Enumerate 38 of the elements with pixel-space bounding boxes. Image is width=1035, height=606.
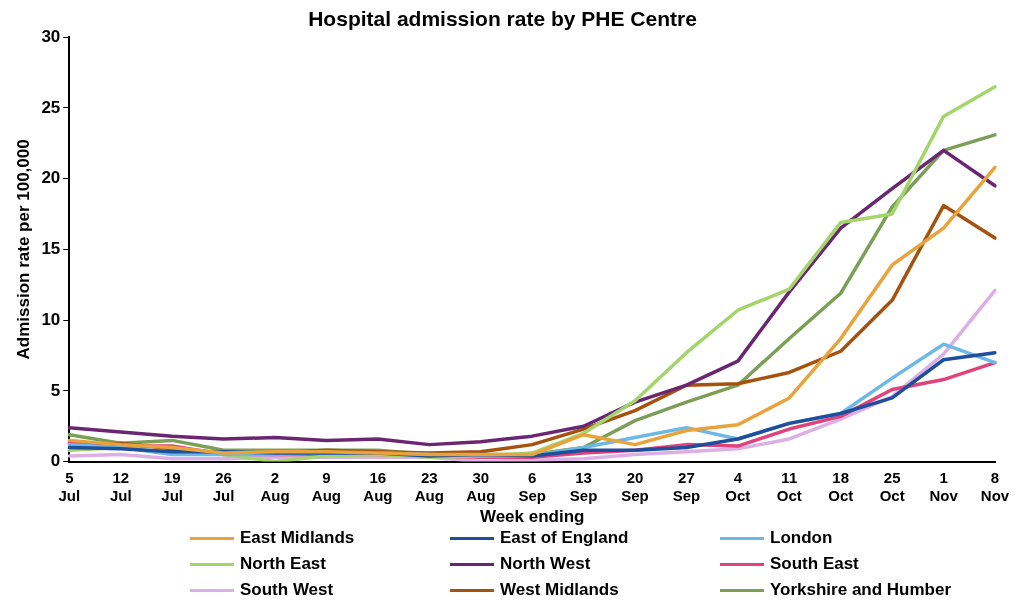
legend-label: West Midlands (500, 580, 619, 600)
y-tick-label: 5 (50, 380, 61, 400)
x-tick-label: 9 Aug (311, 468, 342, 504)
x-tick-label: 30 Aug (466, 468, 496, 504)
x-tick-label: 25 Oct (879, 468, 905, 504)
chart-title: Hospital admission rate by PHE Centre (308, 7, 697, 31)
x-tick-label: 6 Sep (518, 468, 546, 504)
y-tick-label: 10 (41, 309, 61, 329)
legend-label: South West (240, 580, 334, 600)
x-tick-label: 12 Jul (109, 468, 132, 504)
legend-label: Yorkshire and Humber (770, 580, 952, 600)
x-tick-label: 2 Aug (260, 468, 290, 504)
x-tick-label: 26 Jul (212, 468, 235, 504)
x-tick-label: 4 Oct (725, 468, 751, 504)
x-tick-label: 5 Jul (58, 468, 81, 504)
x-tick-label: 18 Oct (828, 468, 854, 504)
y-axis-title: Admission rate per 100,000 (13, 139, 33, 360)
x-tick-label: 8 Nov (980, 468, 1010, 504)
y-tick-label: 15 (41, 239, 61, 259)
x-tick-label: 20 Sep (621, 468, 649, 504)
x-tick-label: 13 Sep (569, 468, 598, 504)
legend-label: East Midlands (240, 528, 355, 548)
x-tick-label: 23 Aug (414, 468, 444, 504)
x-tick-label: 11 Oct (776, 468, 802, 504)
x-tick-label: 1 Nov (929, 468, 959, 504)
y-tick-label: 25 (41, 97, 61, 117)
x-tick-label: 19 Jul (161, 468, 184, 504)
x-tick-label: 27 Sep (672, 468, 701, 504)
y-tick-label: 20 (41, 168, 61, 188)
legend-label: North East (240, 554, 326, 574)
legend-label: East of England (500, 528, 629, 548)
y-tick-label: 30 (41, 26, 61, 46)
legend-label: North West (500, 554, 591, 574)
legend-label: South East (770, 554, 859, 574)
x-axis-title: Week ending (479, 507, 585, 527)
y-tick-label: 0 (50, 451, 61, 471)
x-tick-label: 16 Aug (363, 468, 393, 504)
legend-label: London (770, 528, 833, 548)
